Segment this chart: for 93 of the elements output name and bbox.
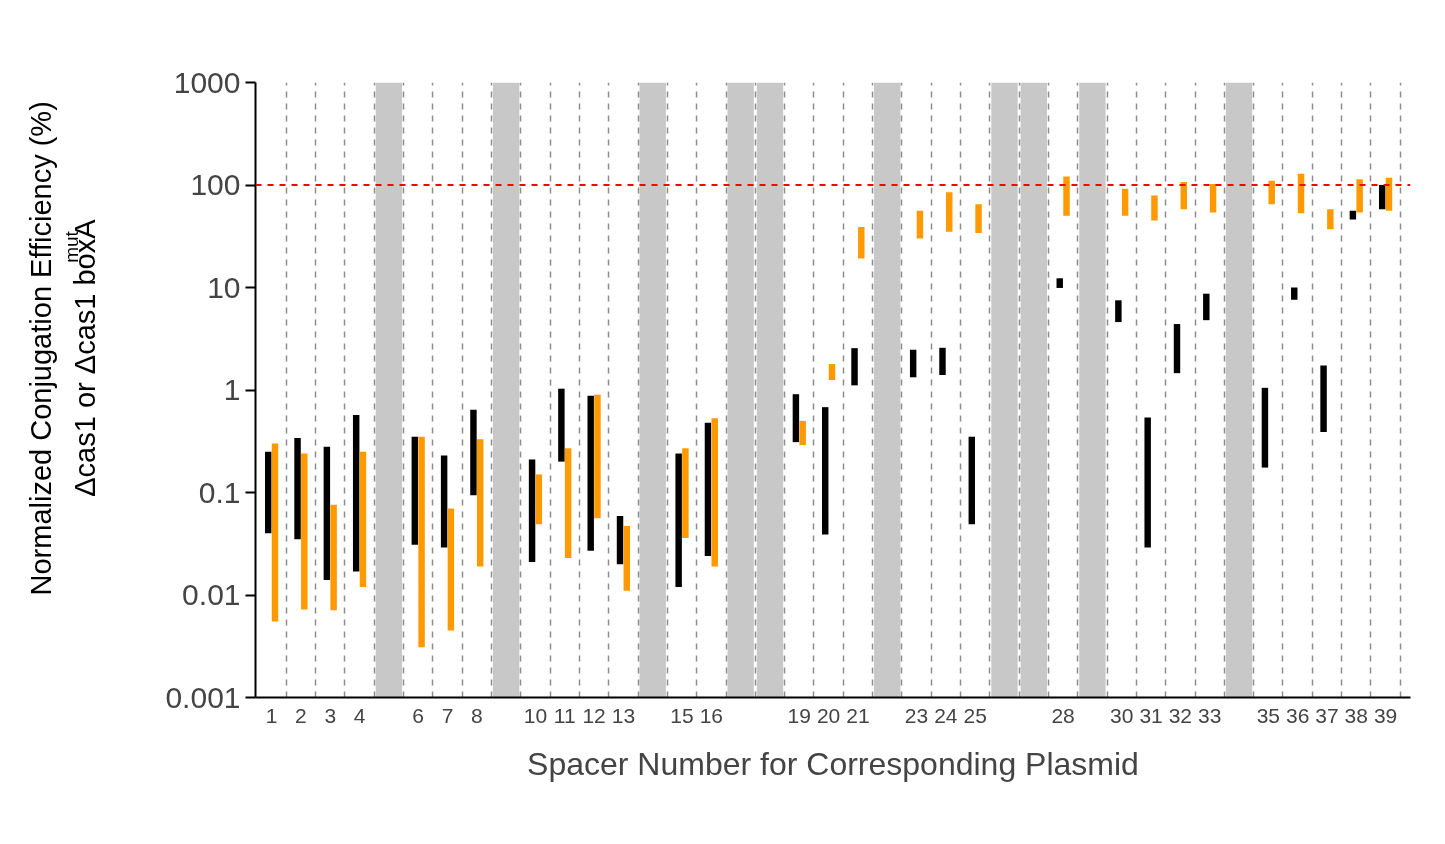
x-tick-label: 25 bbox=[963, 703, 987, 727]
bar bbox=[440, 455, 448, 548]
bar bbox=[1056, 278, 1063, 288]
bar bbox=[1320, 365, 1327, 432]
bar bbox=[682, 448, 689, 538]
bar bbox=[418, 436, 425, 648]
bar bbox=[939, 347, 946, 376]
y-tick-label: 10 bbox=[207, 270, 241, 304]
x-tick-label: 10 bbox=[523, 703, 548, 727]
bar bbox=[470, 409, 477, 496]
bar bbox=[1349, 210, 1357, 220]
y-tick-label: 1000 bbox=[173, 65, 241, 99]
x-tick-label: 15 bbox=[670, 703, 694, 727]
bar bbox=[858, 226, 865, 259]
bar bbox=[1121, 188, 1129, 216]
bar bbox=[799, 420, 806, 446]
bar bbox=[623, 526, 631, 591]
x-tick-label: 23 bbox=[904, 703, 929, 727]
x-tick-label: 12 bbox=[582, 703, 606, 727]
x-tick-label: 38 bbox=[1344, 703, 1368, 727]
bar bbox=[301, 453, 308, 610]
x-tick-label: 33 bbox=[1198, 703, 1222, 727]
bar bbox=[1356, 179, 1363, 213]
x-tick-label: 11 bbox=[553, 703, 576, 727]
bar bbox=[1209, 184, 1217, 213]
bar bbox=[323, 446, 331, 581]
x-tick-label: 36 bbox=[1285, 703, 1310, 727]
x-tick-label: 39 bbox=[1373, 703, 1398, 727]
x-tick-label: 21 bbox=[846, 703, 870, 727]
x-tick-label: 31 bbox=[1139, 703, 1163, 727]
bar bbox=[265, 451, 272, 534]
bar bbox=[558, 388, 565, 462]
x-tick-label: 8 bbox=[470, 703, 483, 727]
x-tick-label: 4 bbox=[353, 703, 366, 727]
x-tick-label: 19 bbox=[787, 703, 811, 727]
x-axis-title: Spacer Number for Corresponding Plasmid bbox=[527, 745, 1139, 782]
y-axis-title: Normalized Conjugation Efficiency (%) Δcas1 or Δcas1 boxAmut bbox=[24, 101, 101, 596]
bar bbox=[476, 439, 484, 567]
bar bbox=[1203, 293, 1210, 321]
bar bbox=[909, 349, 917, 378]
x-tick-label: 30 bbox=[1110, 703, 1134, 727]
bar bbox=[1291, 287, 1298, 300]
x-tick-label: 24 bbox=[934, 703, 958, 727]
bar bbox=[564, 448, 572, 558]
bar bbox=[411, 436, 419, 545]
x-tick-label: 3 bbox=[324, 703, 337, 727]
bar bbox=[594, 394, 601, 519]
y-tick-label: 0.1 bbox=[198, 475, 241, 509]
bar bbox=[1268, 180, 1275, 205]
x-tick-label: 6 bbox=[412, 703, 425, 727]
bar bbox=[359, 451, 367, 587]
x-tick-label: 2 bbox=[295, 703, 307, 727]
bar bbox=[1173, 324, 1181, 374]
bar bbox=[946, 192, 953, 232]
bar bbox=[1115, 300, 1122, 323]
bar bbox=[535, 474, 543, 525]
bar bbox=[294, 438, 301, 540]
bar bbox=[1378, 185, 1386, 210]
bar bbox=[1151, 195, 1158, 221]
x-tick-label: 1 bbox=[265, 703, 278, 727]
bar bbox=[1063, 176, 1070, 216]
bar bbox=[975, 204, 982, 234]
bar bbox=[821, 407, 829, 535]
bar bbox=[1327, 209, 1334, 230]
y-tick-label: 1 bbox=[223, 373, 241, 406]
bar bbox=[271, 443, 279, 622]
bar bbox=[330, 504, 337, 611]
bar bbox=[352, 415, 360, 572]
x-tick-label: 13 bbox=[611, 703, 636, 727]
y-tick-label: 0.001 bbox=[165, 680, 241, 714]
x-tick-label: 20 bbox=[816, 703, 841, 727]
y-tick-label: 100 bbox=[190, 168, 241, 201]
bar bbox=[675, 453, 682, 587]
bar bbox=[968, 436, 976, 525]
bar bbox=[851, 348, 858, 386]
bar bbox=[828, 364, 836, 381]
x-tick-label: 28 bbox=[1051, 703, 1075, 727]
x-tick-label: 35 bbox=[1256, 703, 1280, 727]
bar bbox=[587, 395, 594, 551]
bar bbox=[1261, 387, 1269, 468]
bar bbox=[711, 418, 718, 567]
x-tick-label: 16 bbox=[699, 703, 724, 727]
x-tick-label: 7 bbox=[441, 703, 454, 727]
bar bbox=[916, 210, 924, 239]
bar bbox=[1144, 417, 1151, 548]
bar bbox=[447, 508, 455, 631]
x-tick-label: 37 bbox=[1315, 703, 1339, 727]
bar bbox=[704, 422, 712, 557]
bar bbox=[792, 394, 800, 443]
bar bbox=[528, 459, 536, 562]
x-tick-label: 32 bbox=[1168, 703, 1193, 727]
bar bbox=[616, 515, 624, 565]
y-tick-label: 0.01 bbox=[182, 578, 241, 611]
